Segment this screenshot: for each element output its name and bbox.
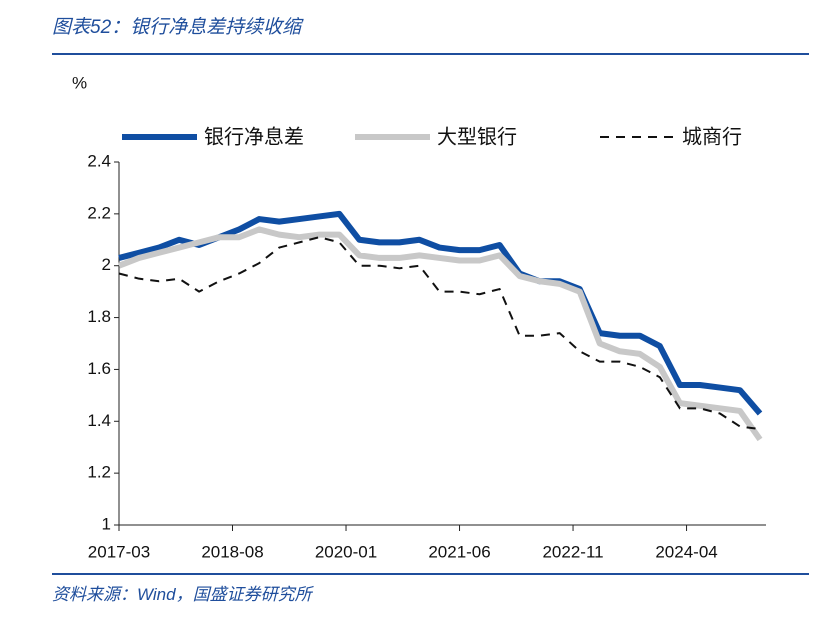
y-tick-label: 1 <box>102 514 111 533</box>
y-tick-label: 1.6 <box>87 359 111 378</box>
y-tick-label: 2 <box>102 255 111 274</box>
rule <box>52 53 809 55</box>
x-tick-label: 2020-01 <box>315 542 377 561</box>
legend-label: 城商行 <box>682 125 742 148</box>
line-series <box>117 226 763 442</box>
x-tick-label: 2017-03 <box>88 542 150 561</box>
rule <box>52 573 809 575</box>
y-tick-label: 1.4 <box>87 411 111 430</box>
x-tick-label: 2022-11 <box>542 542 603 561</box>
legend-label: 大型银行 <box>437 125 517 148</box>
x-tick-label: 2024-04 <box>655 542 717 561</box>
x-tick-label: 2021-06 <box>428 542 490 561</box>
y-tick-label: 1.8 <box>87 307 111 326</box>
title: 图表52：银行净息差持续收缩 <box>52 17 302 38</box>
y-unit: % <box>72 73 87 92</box>
y-tick-label: 2.4 <box>87 151 111 170</box>
source: 资料来源：Wind，国盛证券研究所 <box>52 585 312 604</box>
line-series <box>118 210 763 416</box>
y-tick-label: 1.2 <box>87 463 111 482</box>
y-tick-label: 2.2 <box>87 203 111 222</box>
legend-label: 银行净息差 <box>204 125 304 148</box>
line-series <box>118 236 761 431</box>
x-tick-label: 2018-08 <box>201 542 263 561</box>
